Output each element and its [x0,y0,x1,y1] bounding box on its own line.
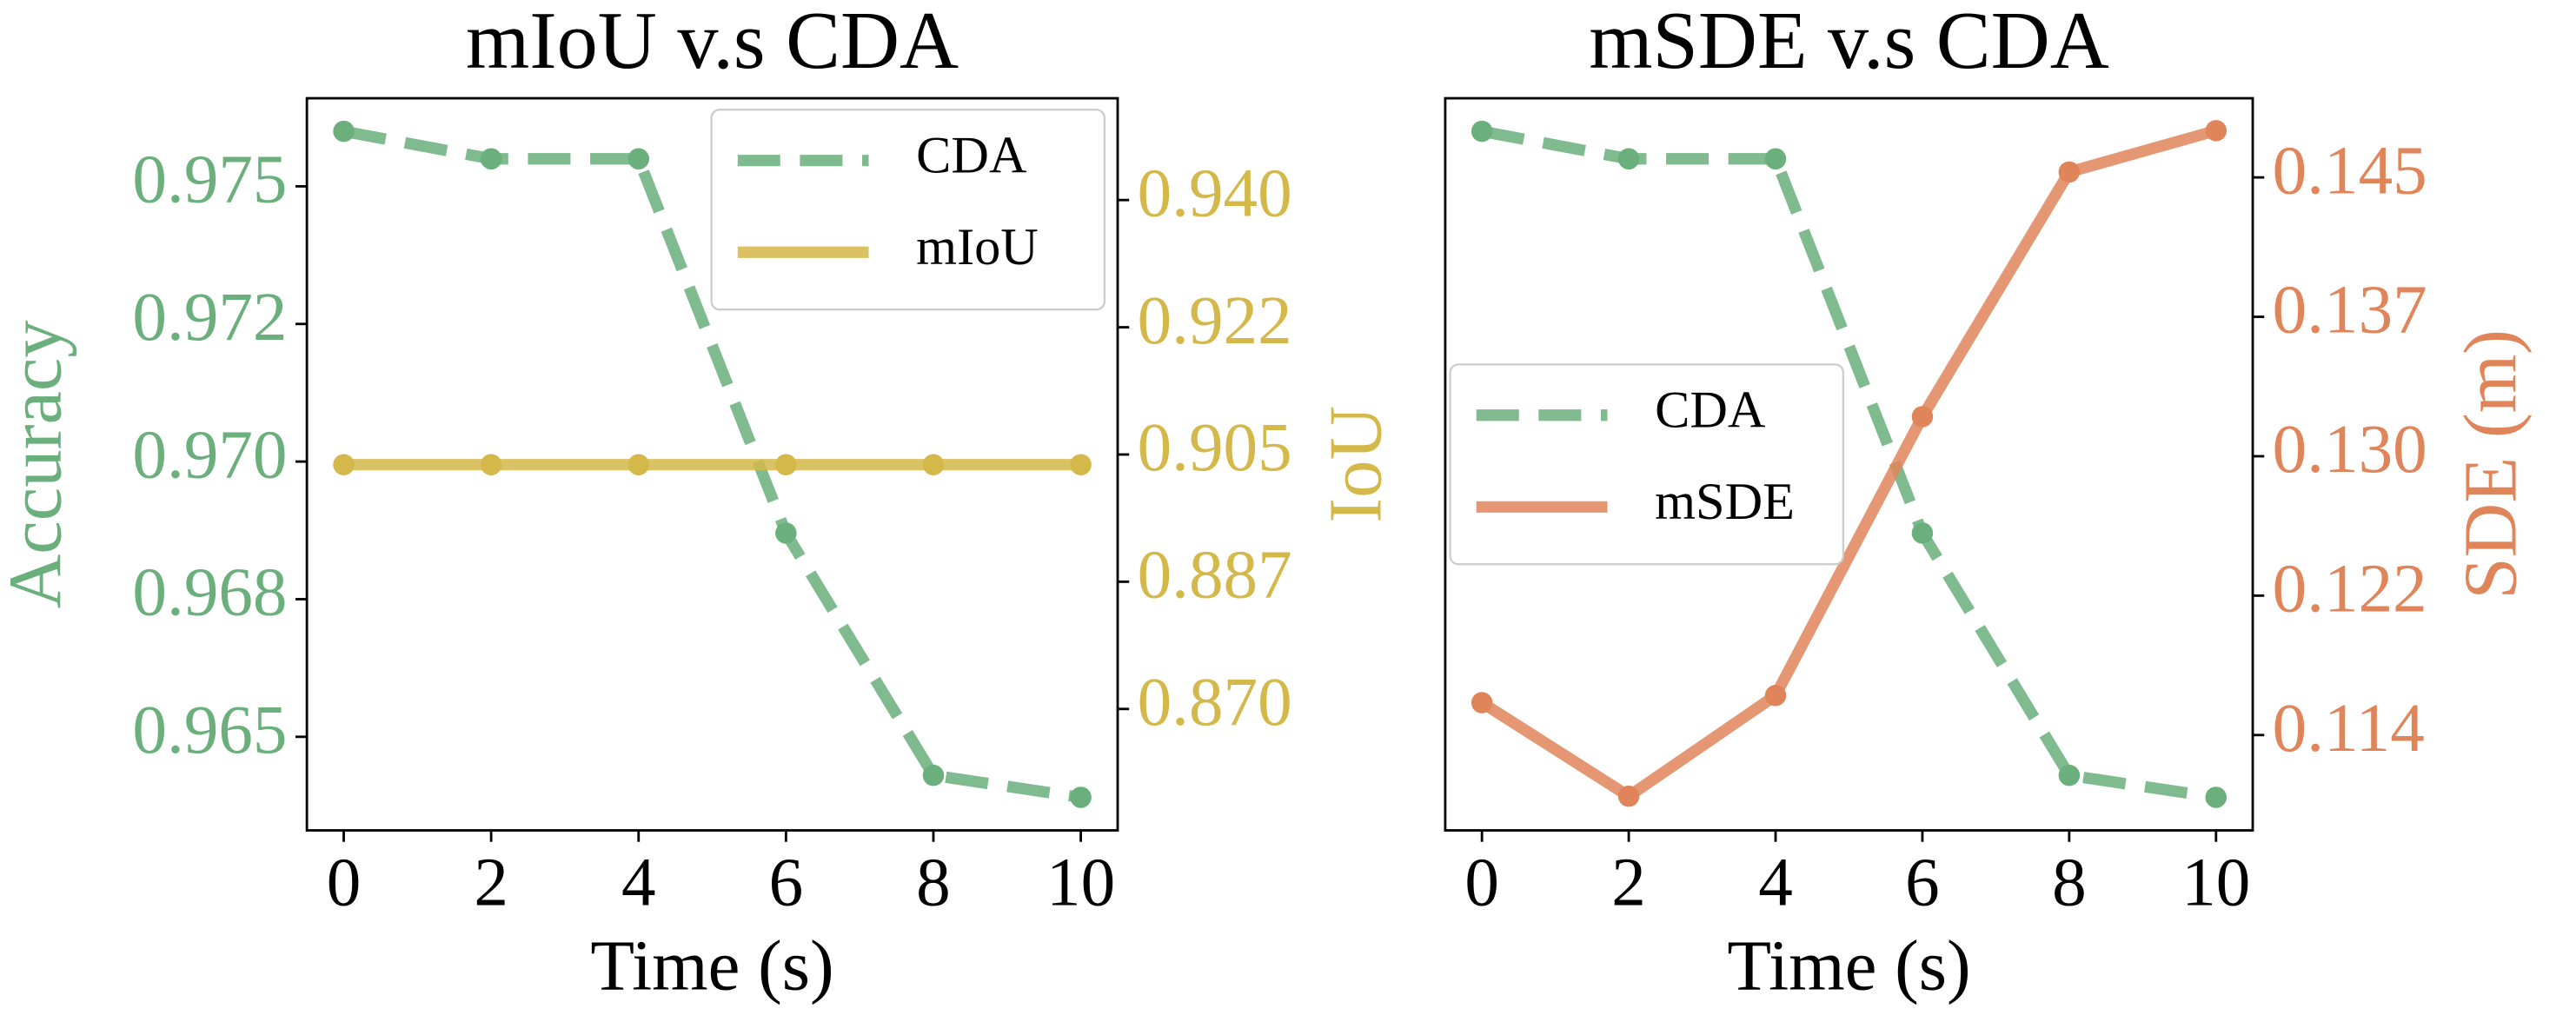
data-point [1911,406,1934,428]
legend-box [710,109,1106,311]
y-tick-label: 0.972 [132,279,287,355]
data-point [2058,161,2081,183]
x-tick-label: 10 [1046,845,1115,921]
data-point [1764,685,1787,707]
y-tick-label: 0.965 [132,692,287,768]
data-point [1070,454,1092,475]
data-point [333,120,355,143]
y2-tick-label: 0.137 [2273,272,2427,348]
y-tick-label: 0.968 [132,554,287,631]
plot-frame [1444,96,2254,832]
legend: CDA mSDE [1449,363,1845,566]
data-point [627,148,649,170]
data-point [1617,148,1640,170]
data-point [627,454,649,475]
y2-tick-label: 0.122 [2273,551,2427,627]
series-line [1480,125,2217,804]
x-tick-label: 4 [1758,845,1793,921]
data-point [1471,120,1493,143]
legend-label: mIoU [916,218,1039,276]
data-point [1070,786,1092,808]
data-point [1471,692,1493,713]
data-point [1764,148,1787,170]
chart-title: mIoU v.s CDA [466,0,959,86]
y-axis-label: Accuracy [0,320,77,608]
y2-tick-label: 0.114 [2273,690,2425,766]
x-tick-label: 6 [769,845,804,921]
data-point [922,764,945,786]
y2-tick-label: 0.145 [2273,132,2427,209]
x-tick-label: 8 [2052,845,2087,921]
y2-axis-label: IoU [1314,406,1398,523]
y2-tick-label: 0.887 [1138,537,1292,614]
legend: CDA mIoU [710,109,1106,311]
legend-label: CDA [916,127,1027,185]
data-point [775,454,797,475]
data-point [333,454,355,475]
y-tick-label: 0.975 [132,142,287,218]
legend-box [1449,363,1845,566]
series-line [342,125,1082,804]
y-tick-label: 0.970 [132,416,287,493]
data-point [1617,785,1640,807]
x-tick-label: 4 [621,845,656,921]
data-point [1911,522,1934,544]
x-tick-label: 0 [327,845,362,921]
series-line [1478,124,2218,804]
chart-title: mSDE v.s CDA [1589,0,2109,86]
x-axis-label: Time (s) [590,925,833,1005]
data-point [775,522,797,544]
x-tick-label: 2 [1611,845,1646,921]
y2-tick-label: 0.870 [1138,664,1292,740]
data-point [922,454,945,475]
plot-frame [305,96,1119,832]
legend-label: mSDE [1655,473,1795,531]
data-point [2205,786,2227,808]
data-point [2058,764,2081,786]
data-point [2205,120,2227,142]
y2-tick-label: 0.130 [2273,411,2427,488]
x-tick-label: 10 [2181,845,2250,921]
x-tick-label: 8 [916,845,951,921]
x-axis-label: Time (s) [1727,925,1970,1005]
y2-tick-label: 0.922 [1138,282,1292,359]
x-tick-label: 2 [474,845,508,921]
data-point [480,148,502,170]
y2-axis-label: SDE (m) [2449,329,2533,600]
y2-tick-label: 0.905 [1138,409,1292,486]
x-tick-label: 6 [1905,845,1940,921]
y2-tick-label: 0.940 [1138,155,1292,231]
data-point [480,454,502,475]
x-tick-label: 0 [1464,845,1499,921]
legend-label: CDA [1655,382,1766,440]
